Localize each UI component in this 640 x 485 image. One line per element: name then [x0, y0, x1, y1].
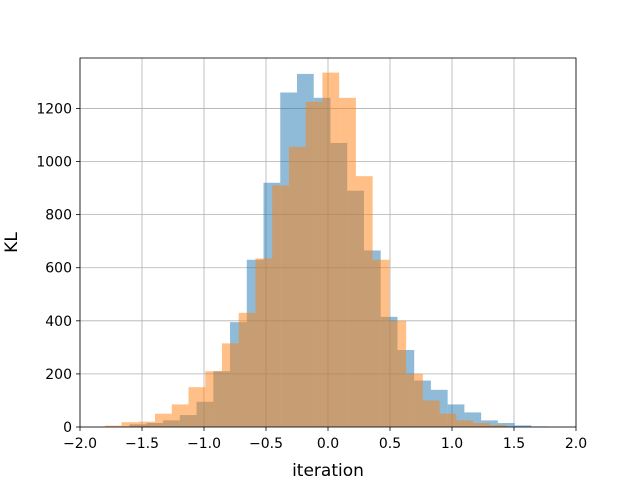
histogram-bar-series-2: [255, 258, 273, 427]
histogram-bar-series-2: [272, 185, 289, 427]
histogram-bar-series-2: [155, 413, 172, 427]
y-tick-label: 1000: [36, 155, 72, 171]
histogram-bar-series-2: [473, 423, 490, 427]
x-tick-label: 0.5: [379, 436, 401, 452]
histogram-bar-series-2: [188, 387, 206, 427]
histogram-bar-series-2: [205, 371, 222, 427]
x-tick-label: −0.5: [249, 436, 283, 452]
histogram-bar-series-2: [372, 259, 390, 427]
x-axis-label: iteration: [292, 461, 364, 480]
y-tick-label: 600: [45, 261, 72, 277]
axis-ticks: −2.0 −1.5 −1.0 −0.5 0.0 0.5 1.0 1.5 2.0 0 200 400 60…: [36, 101, 587, 452]
histogram-bar-series-2: [138, 421, 156, 427]
histogram-bar-series-2: [456, 420, 474, 427]
x-tick-label: 2.0: [565, 436, 587, 452]
histogram-bar-series-2: [406, 373, 423, 427]
histogram-bar-series-2: [288, 146, 306, 428]
histogram-bar-series-2: [439, 413, 457, 427]
histogram-bar-series-2: [389, 320, 407, 427]
y-tick-label: 1200: [36, 101, 72, 117]
y-tick-label: 400: [45, 314, 72, 330]
x-tick-label: −1.0: [187, 436, 221, 452]
histogram-bar-series-2: [104, 425, 122, 427]
y-tick-label: 800: [45, 208, 72, 224]
histogram-bar-series-2: [221, 343, 239, 427]
y-tick-label: 200: [45, 367, 72, 383]
x-tick-label: 0.0: [317, 436, 339, 452]
x-tick-label: 1.5: [503, 436, 525, 452]
histogram-bar-series-2: [305, 101, 323, 427]
histogram-bar-series-2: [355, 176, 373, 427]
histogram-bar-series-2: [322, 72, 340, 428]
x-tick-label: −2.0: [63, 436, 97, 452]
histogram-bar-series-1: [514, 425, 532, 427]
histogram-bar-series-2: [238, 312, 256, 427]
histogram-bar-series-2: [489, 424, 507, 427]
histogram-bars: [104, 72, 549, 428]
x-tick-label: −1.5: [125, 436, 159, 452]
x-tick-label: 1.0: [441, 436, 463, 452]
histogram-bar-series-2: [422, 400, 440, 427]
y-axis-label: KL: [2, 232, 22, 253]
histogram-bar-series-2: [121, 422, 139, 427]
y-tick-label: 0: [63, 420, 72, 436]
histogram-bar-series-2: [171, 404, 189, 427]
histogram-bar-series-2: [339, 97, 356, 428]
